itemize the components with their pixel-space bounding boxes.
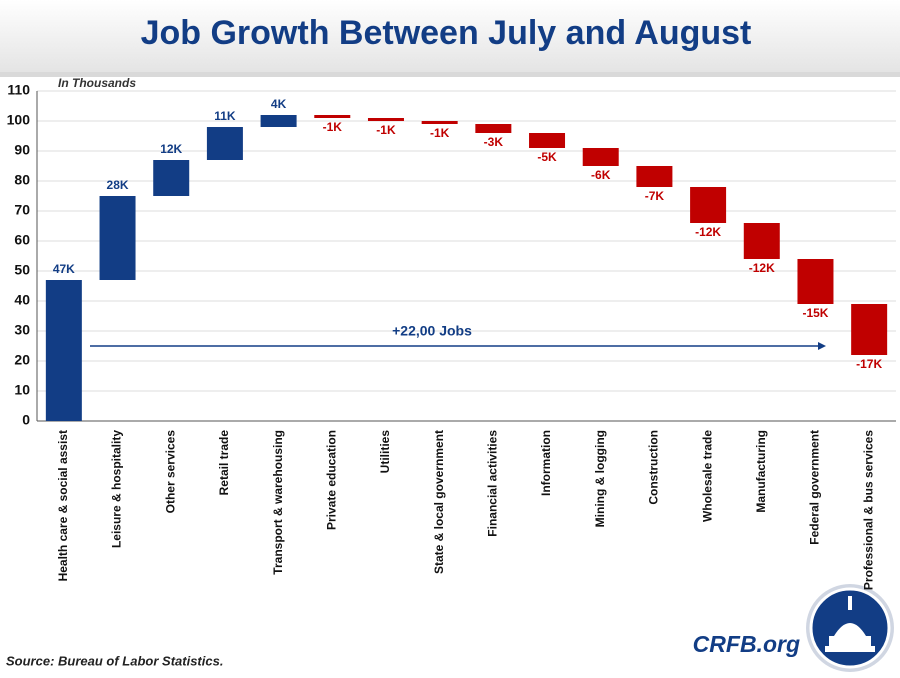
x-tick-label: Other services [163, 430, 177, 514]
bar [529, 133, 566, 148]
bar [636, 166, 673, 187]
bar [45, 280, 82, 421]
y-tick-label: 70 [14, 202, 30, 218]
subtitle: In Thousands [58, 76, 136, 90]
x-tick-label: Wholesale trade [700, 430, 714, 522]
source: Source: Bureau of Labor Statistics. [6, 653, 223, 668]
x-tick-label: Financial activities [486, 430, 500, 537]
value-label: 47K [53, 262, 75, 276]
value-label: 11K [214, 109, 236, 123]
x-tick-label: Retail trade [217, 430, 231, 496]
bar [797, 259, 834, 304]
value-label: 4K [271, 97, 287, 111]
x-tick-label: Mining & logging [593, 430, 607, 527]
value-label: -7K [645, 189, 665, 203]
value-label: -5K [537, 150, 557, 164]
x-tick-label: Information [539, 430, 553, 496]
x-tick-label: Leisure & hospitality [110, 430, 124, 548]
bar [421, 121, 458, 124]
logo [806, 584, 894, 672]
bar [260, 115, 297, 127]
x-tick-label: Professional & bus services [861, 430, 875, 590]
bar [314, 115, 351, 118]
y-tick-label: 60 [14, 232, 30, 248]
y-tick-label: 20 [14, 352, 30, 368]
value-label: -15K [802, 306, 828, 320]
bar [743, 223, 780, 259]
value-label: -3K [484, 135, 504, 149]
value-label: -6K [591, 168, 611, 182]
bar [851, 304, 888, 355]
x-tick-label: Federal government [808, 430, 822, 545]
annotation: +22,00 Jobs [392, 323, 472, 339]
header-rule [0, 72, 900, 77]
y-tick-label: 30 [14, 322, 30, 338]
value-label: -12K [749, 261, 775, 275]
header-band [0, 0, 900, 72]
y-tick-label: 90 [14, 142, 30, 158]
value-label: 28K [107, 178, 129, 192]
value-label: -1K [376, 123, 396, 137]
y-tick-label: 40 [14, 292, 30, 308]
y-tick-label: 100 [7, 112, 31, 128]
y-tick-label: 50 [14, 262, 30, 278]
value-label: 12K [160, 142, 182, 156]
y-tick-label: 0 [22, 412, 30, 428]
brand: CRFB.org [693, 631, 800, 657]
bar [367, 118, 404, 121]
plot: 0 10 20 30 40 50 60 70 80 90 100 110 Health care & s… [7, 82, 896, 590]
y-tick-label: 80 [14, 172, 30, 188]
bar [206, 127, 243, 160]
x-tick-label: Manufacturing [754, 430, 768, 513]
x-tick-label: Health care & social assist [56, 430, 70, 581]
bar [690, 187, 727, 223]
chart-title: Job Growth Between July and August [141, 14, 752, 52]
annotation-arrowhead [818, 342, 826, 350]
x-tick-label: Construction [647, 430, 661, 505]
bar [153, 160, 190, 196]
y-tick-label: 10 [14, 382, 30, 398]
value-label: -17K [856, 357, 882, 371]
value-label: -1K [323, 120, 343, 134]
value-label: -12K [695, 225, 721, 239]
x-tick-label: Utilities [378, 430, 392, 474]
y-tick-label: 110 [7, 82, 30, 98]
value-label: -1K [430, 126, 450, 140]
bar [99, 196, 136, 280]
bar [582, 148, 619, 166]
x-tick-label: Transport & warehousing [271, 430, 285, 575]
x-tick-label: Private education [324, 430, 338, 530]
x-tick-label: State & local government [432, 430, 446, 574]
bar [475, 124, 512, 133]
